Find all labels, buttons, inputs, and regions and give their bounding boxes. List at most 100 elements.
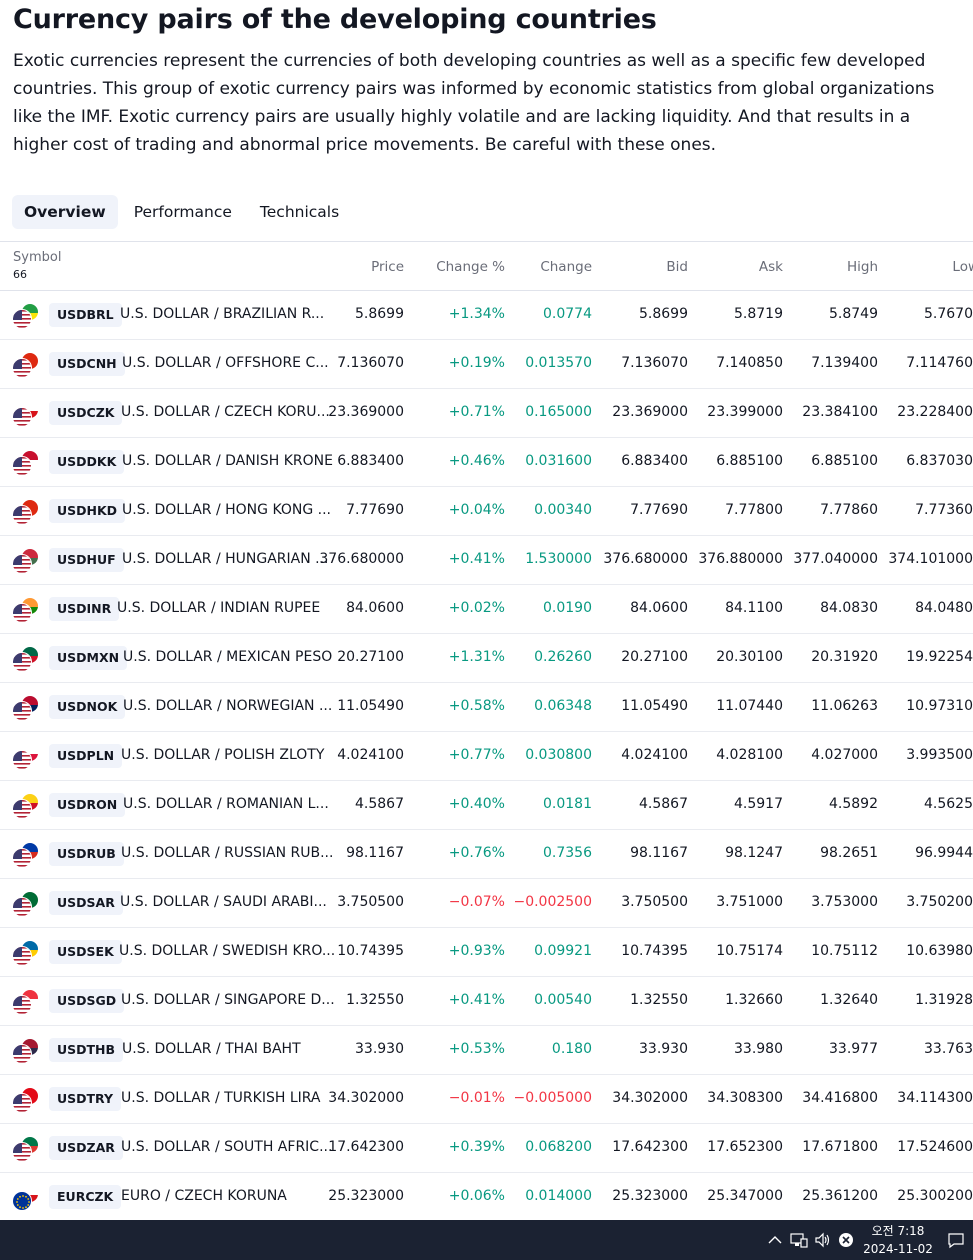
high-cell: 33.977 — [829, 1041, 878, 1057]
system-clock[interactable]: 오전 7:18 2024-11-02 — [858, 1222, 938, 1258]
bid-cell: 6.883400 — [621, 453, 688, 469]
pair-description: U.S. DOLLAR / ROMANIAN L... — [123, 796, 329, 812]
ticker-badge[interactable]: USDRON — [49, 793, 125, 817]
ticker-badge[interactable]: USDHKD — [49, 499, 125, 523]
change-pct-cell: +0.19% — [449, 355, 505, 371]
header-ask[interactable]: Ask — [759, 259, 783, 275]
header-high[interactable]: High — [847, 259, 878, 275]
ticker-badge[interactable]: USDSAR — [49, 891, 123, 915]
ticker-badge[interactable]: USDDKK — [49, 450, 124, 474]
header-low[interactable]: Low — [952, 259, 973, 275]
ask-cell: 34.308300 — [707, 1090, 783, 1106]
header-symbol[interactable]: Symbol — [13, 250, 61, 265]
change-pct-cell: −0.07% — [449, 894, 505, 910]
pair-description: U.S. DOLLAR / HUNGARIAN ... — [122, 551, 329, 567]
table-row[interactable]: USDZAR U.S. DOLLAR / SOUTH AFRIC... 17.642… — [0, 1124, 973, 1173]
currency-flags-icon — [12, 303, 38, 329]
chevron-up-icon[interactable] — [768, 1220, 782, 1260]
change-cell: −0.002500 — [513, 894, 592, 910]
table-row[interactable]: USDRON U.S. DOLLAR / ROMANIAN L... 4.5867 +… — [0, 781, 973, 830]
table-row[interactable]: USDDKK U.S. DOLLAR / DANISH KRONE 6.883400… — [0, 438, 973, 487]
us-flag-icon — [12, 1093, 32, 1113]
tab-performance[interactable]: Performance — [122, 195, 244, 229]
pair-description: U.S. DOLLAR / THAI BAHT — [122, 1041, 301, 1057]
table-row[interactable]: USDRUB U.S. DOLLAR / RUSSIAN RUB... 98.116… — [0, 830, 973, 879]
change-pct-cell: +0.58% — [449, 698, 505, 714]
network-icon[interactable] — [790, 1220, 808, 1260]
currency-flags-icon — [12, 1185, 38, 1211]
ticker-badge[interactable]: USDCZK — [49, 401, 122, 425]
price-cell: 11.05490 — [337, 698, 404, 714]
ask-cell: 4.5917 — [734, 796, 783, 812]
ticker-badge[interactable]: USDNOK — [49, 695, 125, 719]
ticker-badge[interactable]: USDRUB — [49, 842, 124, 866]
table-row[interactable]: USDMXN U.S. DOLLAR / MEXICAN PESO 20.27100… — [0, 634, 973, 683]
ticker-badge[interactable]: USDBRL — [49, 303, 122, 327]
ticker-badge[interactable]: USDSGD — [49, 989, 124, 1013]
us-flag-icon — [12, 358, 32, 378]
change-cell: −0.005000 — [513, 1090, 592, 1106]
change-cell: 1.530000 — [525, 551, 592, 567]
table-header: Symbol 66 Price Change % Change Bid Ask … — [0, 241, 973, 291]
change-cell: 0.014000 — [525, 1188, 592, 1204]
high-cell: 11.06263 — [811, 698, 878, 714]
pair-description: U.S. DOLLAR / SOUTH AFRIC... — [121, 1139, 332, 1155]
table-row[interactable]: EURCZK EURO / CZECH KORUNA 25.323000 +0.06%… — [0, 1173, 973, 1221]
table-row[interactable]: USDNOK U.S. DOLLAR / NORWEGIAN ... 11.0549… — [0, 683, 973, 732]
change-pct-cell: +0.04% — [449, 502, 505, 518]
ticker-badge[interactable]: USDINR — [49, 597, 119, 621]
ask-cell: 33.980 — [734, 1041, 783, 1057]
table-row[interactable]: USDSGD U.S. DOLLAR / SINGAPORE D... 1.3255… — [0, 977, 973, 1026]
bid-cell: 7.77690 — [630, 502, 688, 518]
change-cell: 0.00540 — [534, 992, 592, 1008]
table-row[interactable]: USDBRL U.S. DOLLAR / BRAZILIAN R... 5.8699… — [0, 291, 973, 340]
symbol-count: 66 — [13, 268, 27, 281]
ticker-badge[interactable]: USDCNH — [49, 352, 125, 376]
tab-overview[interactable]: Overview — [12, 195, 118, 229]
bid-cell: 84.0600 — [630, 600, 688, 616]
currency-flags-icon — [12, 450, 38, 476]
table-row[interactable]: USDSAR U.S. DOLLAR / SAUDI ARABI... 3.7505… — [0, 879, 973, 928]
volume-icon[interactable] — [814, 1220, 832, 1260]
table-row[interactable]: USDSEK U.S. DOLLAR / SWEDISH KRO... 10.743… — [0, 928, 973, 977]
bid-cell: 98.1167 — [630, 845, 688, 861]
table-row[interactable]: USDINR U.S. DOLLAR / INDIAN RUPEE 84.0600 +… — [0, 585, 973, 634]
ticker-badge[interactable]: USDSEK — [49, 940, 122, 964]
ask-cell: 84.1100 — [725, 600, 783, 616]
header-bid[interactable]: Bid — [666, 259, 688, 275]
low-cell: 96.9944 — [915, 845, 973, 861]
ticker-badge[interactable]: USDTHB — [49, 1038, 123, 1062]
price-cell: 10.74395 — [337, 943, 404, 959]
header-price[interactable]: Price — [371, 259, 404, 275]
ticker-badge[interactable]: USDTRY — [49, 1087, 121, 1111]
table-row[interactable]: USDCNH U.S. DOLLAR / OFFSHORE C... 7.13607… — [0, 340, 973, 389]
table-row[interactable]: USDHUF U.S. DOLLAR / HUNGARIAN ... 376.680… — [0, 536, 973, 585]
price-cell: 17.642300 — [328, 1139, 404, 1155]
table-row[interactable]: USDHKD U.S. DOLLAR / HONG KONG ... 7.77690… — [0, 487, 973, 536]
chat-bubble-icon[interactable] — [947, 1220, 965, 1260]
error-circle-icon[interactable] — [838, 1220, 854, 1260]
bid-cell: 7.136070 — [621, 355, 688, 371]
ask-cell: 6.885100 — [716, 453, 783, 469]
low-cell: 5.7670 — [924, 306, 973, 322]
header-change[interactable]: Change — [540, 259, 592, 275]
tab-technicals[interactable]: Technicals — [248, 195, 351, 229]
ticker-badge[interactable]: USDZAR — [49, 1136, 123, 1160]
us-flag-icon — [12, 652, 32, 672]
price-cell: 1.32550 — [346, 992, 404, 1008]
table-row[interactable]: USDPLN U.S. DOLLAR / POLISH ZLOTY 4.024100… — [0, 732, 973, 781]
currency-flags-icon — [12, 1136, 38, 1162]
ticker-badge[interactable]: USDMXN — [49, 646, 127, 670]
bid-cell: 10.74395 — [621, 943, 688, 959]
change-pct-cell: +0.76% — [449, 845, 505, 861]
ticker-badge[interactable]: USDHUF — [49, 548, 124, 572]
high-cell: 3.753000 — [811, 894, 878, 910]
low-cell: 3.993500 — [906, 747, 973, 763]
table-row[interactable]: USDCZK U.S. DOLLAR / CZECH KORU... 23.3690… — [0, 389, 973, 438]
ticker-badge[interactable]: USDPLN — [49, 744, 122, 768]
ticker-badge[interactable]: EURCZK — [49, 1185, 121, 1209]
change-pct-cell: +0.39% — [449, 1139, 505, 1155]
table-row[interactable]: USDTHB U.S. DOLLAR / THAI BAHT 33.930 +0.53… — [0, 1026, 973, 1075]
table-row[interactable]: USDTRY U.S. DOLLAR / TURKISH LIRA 34.30200… — [0, 1075, 973, 1124]
header-change-pct[interactable]: Change % — [436, 259, 505, 275]
